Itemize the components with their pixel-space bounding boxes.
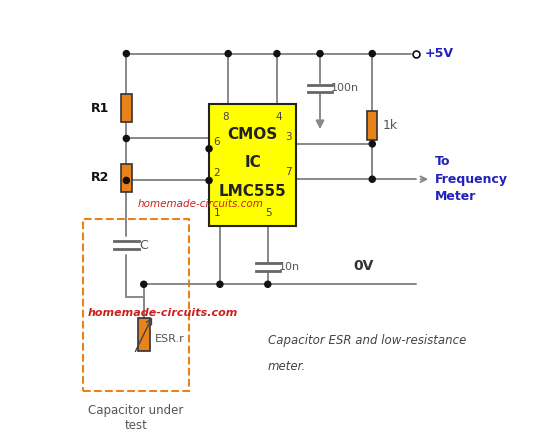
Circle shape xyxy=(369,141,375,147)
Text: 10n: 10n xyxy=(279,262,300,272)
Text: IC: IC xyxy=(244,155,261,170)
Text: 100n: 100n xyxy=(331,83,359,93)
Text: 1k: 1k xyxy=(383,119,398,132)
Bar xyxy=(367,111,378,140)
Bar xyxy=(121,94,132,122)
Text: 4: 4 xyxy=(276,112,283,121)
Text: Frequency: Frequency xyxy=(435,173,508,186)
Circle shape xyxy=(206,177,212,184)
Circle shape xyxy=(369,176,375,182)
Circle shape xyxy=(369,50,375,57)
Text: Meter: Meter xyxy=(435,190,477,203)
Circle shape xyxy=(206,146,212,152)
Text: To: To xyxy=(435,155,451,168)
Text: test: test xyxy=(125,419,148,432)
Text: meter.: meter. xyxy=(268,360,306,374)
Text: homemade-circuits.com: homemade-circuits.com xyxy=(137,199,263,209)
Circle shape xyxy=(123,50,129,57)
Bar xyxy=(121,163,132,192)
Text: 1: 1 xyxy=(213,208,220,218)
Bar xyxy=(83,219,190,391)
Text: homemade-circuits.com: homemade-circuits.com xyxy=(87,307,238,318)
Text: 5: 5 xyxy=(265,208,272,218)
Circle shape xyxy=(265,281,271,287)
Circle shape xyxy=(140,281,147,287)
Circle shape xyxy=(123,177,129,184)
Circle shape xyxy=(123,135,129,141)
Text: CMOS: CMOS xyxy=(227,127,278,141)
Text: Capacitor under: Capacitor under xyxy=(88,404,184,417)
Text: 7: 7 xyxy=(285,167,292,177)
Text: 0V: 0V xyxy=(353,259,374,273)
Text: LMC555: LMC555 xyxy=(218,184,286,199)
Text: C: C xyxy=(139,239,148,251)
Bar xyxy=(209,104,296,226)
Circle shape xyxy=(217,281,223,287)
Circle shape xyxy=(274,50,280,57)
Circle shape xyxy=(317,50,323,57)
Text: 6: 6 xyxy=(213,137,220,147)
Text: Capacitor ESR and low-resistance: Capacitor ESR and low-resistance xyxy=(268,334,466,347)
Text: 8: 8 xyxy=(223,112,229,121)
Text: R1: R1 xyxy=(91,102,109,114)
Text: +5V: +5V xyxy=(425,47,453,60)
Bar xyxy=(138,318,150,351)
Circle shape xyxy=(225,50,231,57)
Text: ESR.r: ESR.r xyxy=(155,334,185,344)
Text: R2: R2 xyxy=(91,171,109,184)
Text: 2: 2 xyxy=(213,168,220,178)
Text: 3: 3 xyxy=(285,132,292,142)
